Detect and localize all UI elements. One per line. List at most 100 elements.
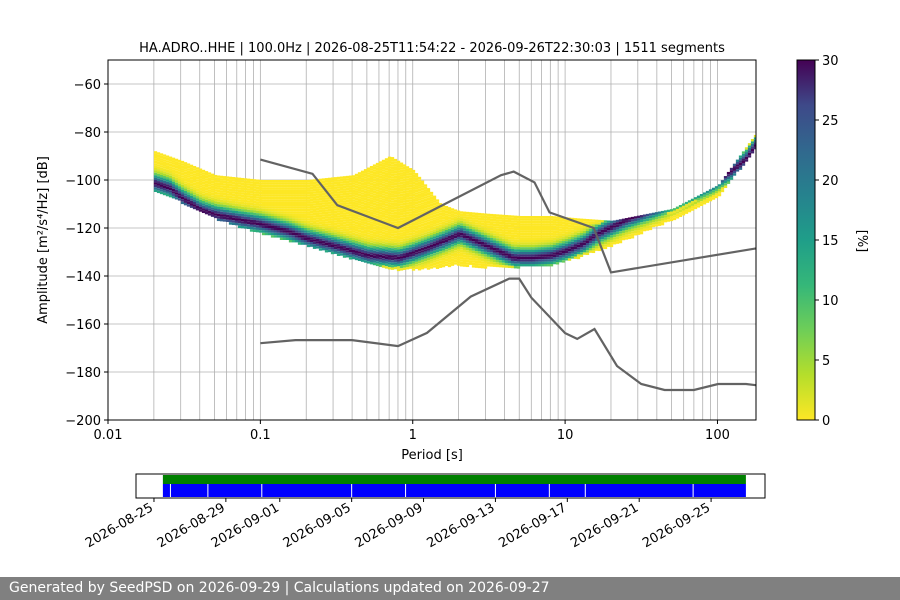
density-cell bbox=[195, 188, 200, 192]
density-cell bbox=[267, 225, 272, 228]
density-cell bbox=[162, 156, 167, 160]
density-cell bbox=[372, 226, 377, 230]
density-cell bbox=[375, 239, 380, 243]
density-cell bbox=[711, 194, 716, 198]
density-cell bbox=[516, 266, 521, 269]
density-cell bbox=[531, 216, 536, 219]
density-cell bbox=[372, 222, 377, 225]
density-cell bbox=[261, 208, 266, 212]
density-cell bbox=[453, 209, 458, 212]
density-cell bbox=[378, 168, 383, 171]
density-cell bbox=[519, 244, 524, 248]
density-cell bbox=[624, 225, 629, 228]
density-cell bbox=[612, 225, 617, 228]
density-cell bbox=[495, 247, 500, 251]
density-cell bbox=[516, 251, 521, 255]
density-cell bbox=[192, 175, 197, 178]
density-cell bbox=[537, 247, 542, 250]
density-cell bbox=[456, 222, 461, 225]
density-cell bbox=[468, 252, 473, 256]
density-cell bbox=[504, 250, 509, 254]
density-cell bbox=[561, 226, 566, 230]
density-cell bbox=[354, 180, 359, 184]
density-cell bbox=[285, 225, 290, 228]
density-cell bbox=[324, 204, 329, 207]
density-cell bbox=[378, 218, 383, 222]
density-cell bbox=[453, 255, 458, 258]
density-cell bbox=[252, 217, 257, 221]
density-cell bbox=[552, 242, 557, 246]
density-cell bbox=[273, 235, 278, 238]
density-cell bbox=[435, 208, 440, 212]
density-cell bbox=[516, 247, 521, 250]
density-cell bbox=[432, 248, 437, 251]
density-cell bbox=[165, 172, 170, 175]
density-cell bbox=[558, 255, 563, 258]
density-cell bbox=[405, 209, 410, 212]
density-cell bbox=[327, 184, 332, 188]
density-cell bbox=[234, 210, 239, 214]
density-cell bbox=[363, 190, 368, 194]
density-cell bbox=[246, 190, 251, 193]
density-cell bbox=[219, 194, 224, 198]
density-cell bbox=[390, 159, 395, 162]
density-cell bbox=[531, 264, 536, 267]
density-cell bbox=[282, 230, 287, 233]
density-cell bbox=[279, 218, 284, 221]
density-cell bbox=[345, 192, 350, 196]
density-cell bbox=[264, 199, 269, 202]
density-cell bbox=[348, 228, 353, 231]
density-cell bbox=[444, 261, 449, 264]
density-cell bbox=[489, 237, 494, 241]
density-cell bbox=[372, 198, 377, 201]
density-cell bbox=[195, 200, 200, 204]
density-cell bbox=[237, 208, 242, 212]
density-cell bbox=[450, 229, 455, 233]
density-cell bbox=[582, 245, 587, 248]
density-cell bbox=[207, 191, 212, 194]
density-cell bbox=[402, 193, 407, 196]
density-cell bbox=[357, 172, 362, 175]
density-cell bbox=[240, 192, 245, 195]
density-cell bbox=[591, 224, 596, 227]
density-cell bbox=[561, 229, 566, 232]
density-cell bbox=[369, 228, 374, 231]
density-cell bbox=[243, 204, 248, 208]
density-cell bbox=[420, 192, 425, 195]
density-cell bbox=[357, 179, 362, 182]
density-cell bbox=[507, 241, 512, 244]
density-cell bbox=[528, 216, 533, 219]
density-cell bbox=[294, 240, 299, 243]
density-cell bbox=[300, 242, 305, 245]
density-cell bbox=[423, 249, 428, 252]
density-cell bbox=[348, 182, 353, 186]
density-cell bbox=[225, 200, 230, 203]
density-cell bbox=[369, 259, 374, 262]
density-cell bbox=[336, 231, 341, 235]
density-cell bbox=[642, 214, 647, 217]
density-cell bbox=[423, 198, 428, 202]
density-cell bbox=[450, 215, 455, 218]
density-cell bbox=[441, 260, 446, 263]
density-cell bbox=[684, 204, 689, 207]
density-cell bbox=[297, 208, 302, 212]
density-cell bbox=[216, 206, 221, 210]
density-cell bbox=[384, 259, 389, 262]
density-cell bbox=[198, 206, 203, 210]
density-cell bbox=[456, 248, 461, 252]
density-cell bbox=[381, 265, 386, 268]
density-cell bbox=[396, 206, 401, 209]
density-cell bbox=[375, 227, 380, 231]
density-cell bbox=[549, 216, 554, 219]
density-cell bbox=[507, 246, 512, 249]
density-cell bbox=[420, 228, 425, 231]
density-cell bbox=[366, 244, 371, 247]
density-cell bbox=[540, 216, 545, 219]
density-cell bbox=[459, 252, 464, 255]
density-cell bbox=[402, 241, 407, 244]
density-cell bbox=[369, 235, 374, 238]
density-cell bbox=[348, 247, 353, 250]
density-cell bbox=[438, 236, 443, 240]
density-cell bbox=[516, 237, 521, 240]
density-cell bbox=[261, 213, 266, 216]
